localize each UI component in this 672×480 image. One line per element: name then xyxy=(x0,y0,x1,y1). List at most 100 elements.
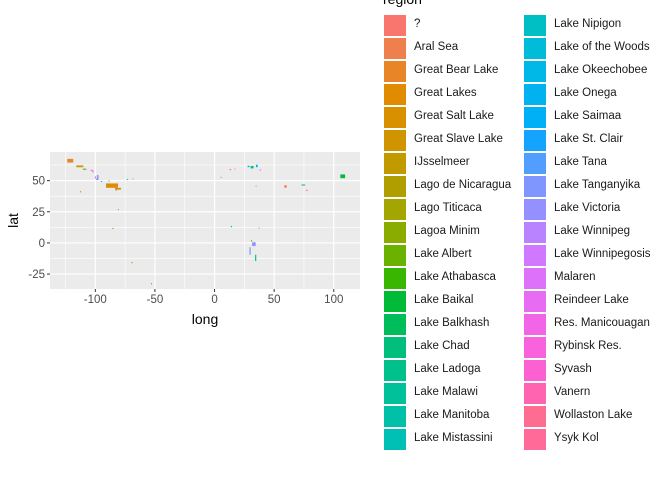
legend-item: Great Bear Lake xyxy=(384,61,534,84)
lake-great-lakes xyxy=(106,183,118,188)
legend-item: Ysyk Kol xyxy=(524,429,672,452)
legend-key xyxy=(384,176,406,198)
legend-label: Lake St. Clair xyxy=(554,133,624,145)
legend-item: Vanern xyxy=(524,383,672,406)
lake-res-manicouagan xyxy=(132,178,134,180)
legend-key xyxy=(384,15,406,37)
legend-item: Lake Malawi xyxy=(384,383,534,406)
legend-key xyxy=(524,222,546,244)
legend-item: Reindeer Lake xyxy=(524,291,672,314)
lake-wollaston-lake xyxy=(90,169,92,171)
legend-key xyxy=(384,153,406,175)
lake-lake-nipigon xyxy=(108,180,110,182)
legend-label: Aral Sea xyxy=(414,41,459,53)
legend-label: Syvash xyxy=(554,363,592,375)
legend-item: Lake Baikal xyxy=(384,291,534,314)
lake-aral-sea xyxy=(284,185,287,188)
legend-label: Rybinsk Res. xyxy=(554,340,622,352)
legend-label: Lake Baikal xyxy=(414,294,474,306)
legend-item: Rybinsk Res. xyxy=(524,337,672,360)
legend-key xyxy=(384,268,406,290)
lake-lake-onega xyxy=(255,164,258,168)
legend-item: Lake of the Woods xyxy=(524,38,672,61)
legend-key xyxy=(384,291,406,313)
legend-item: ? xyxy=(384,15,534,38)
x-tick-label: 0 xyxy=(211,294,217,306)
legend-item: Lake Nipigon xyxy=(524,15,672,38)
legend-key xyxy=(524,291,546,313)
legend-label: IJsselmeer xyxy=(414,156,470,168)
lake-lake-saimaa xyxy=(247,165,250,168)
lake-lake-malawi xyxy=(255,254,257,261)
legend-item: Lake Tana xyxy=(524,153,672,176)
legend-label: Lake Okeechobee xyxy=(554,64,648,76)
legend-item: Lake Winnipegosis xyxy=(524,245,672,268)
legend-label: Lake Nipigon xyxy=(554,18,622,30)
legend-label: Lake of the Woods xyxy=(554,41,650,53)
legend-item: Lake Manitoba xyxy=(384,406,534,429)
lake-ijsselmeer xyxy=(220,176,222,178)
legend-item: Lake Winnipeg xyxy=(524,222,672,245)
legend-label: Lake Tana xyxy=(554,156,607,168)
legend-key xyxy=(524,38,546,60)
lake-lake-tanganyika xyxy=(249,247,251,255)
legend-label: Res. Manicouagan xyxy=(554,317,650,329)
lake-reindeer-lake xyxy=(92,170,94,173)
legend-key xyxy=(524,383,546,405)
lake-ysyk-kol xyxy=(305,189,308,191)
legend-item: Lake St. Clair xyxy=(524,130,672,153)
legend-key xyxy=(384,314,406,336)
lake-lake-winnipegosis xyxy=(94,176,96,179)
y-tick-label: 0 xyxy=(39,238,45,250)
legend-item: Lake Ladoga xyxy=(384,360,534,383)
y-tick-label: -25 xyxy=(28,269,45,281)
legend-key xyxy=(524,268,546,290)
legend-item: Res. Manicouagan xyxy=(524,314,672,337)
legend-key xyxy=(384,61,406,83)
legend-label: Great Salt Lake xyxy=(414,110,494,122)
legend-label: Great Lakes xyxy=(414,87,477,99)
lake-lake-chad xyxy=(230,225,233,228)
lake-lagoa-minim xyxy=(150,283,152,285)
legend-label: Great Bear Lake xyxy=(414,64,499,76)
legend-key xyxy=(384,84,406,106)
legend-item: IJsselmeer xyxy=(384,153,534,176)
lake-lake-ladoga xyxy=(250,165,254,169)
legend-item: Lake Mistassini xyxy=(384,429,534,452)
legend-label: Lake Mistassini xyxy=(414,432,493,444)
legend-item: Lake Balkhash xyxy=(384,314,534,337)
legend-key xyxy=(524,406,546,428)
legend-item: Syvash xyxy=(524,360,672,383)
legend-label: Vanern xyxy=(554,386,591,398)
legend-item: Great Slave Lake xyxy=(384,130,534,153)
legend-item: Malaren xyxy=(524,268,672,291)
lake-great-lakes xyxy=(114,187,121,190)
legend-label: Lake Saimaa xyxy=(554,110,622,122)
x-axis-label: long xyxy=(192,311,218,327)
legend-key xyxy=(524,429,546,451)
legend-key xyxy=(384,337,406,359)
legend-key xyxy=(384,107,406,129)
legend-key xyxy=(524,61,546,83)
legend-key xyxy=(524,337,546,359)
legend-key xyxy=(524,130,546,152)
legend-label: Reindeer Lake xyxy=(554,294,629,306)
lake-lake-mistassini xyxy=(126,178,129,180)
legend-key xyxy=(524,15,546,37)
legend-key xyxy=(524,245,546,267)
lake-lago-titicaca xyxy=(131,261,133,264)
x-tick-label: 100 xyxy=(324,294,343,306)
lake-lake-victoria xyxy=(252,242,256,247)
lake-lago-de-nicaragua xyxy=(112,227,114,229)
legend-label: Lake Tanganyika xyxy=(554,179,641,191)
legend-label: Lake Chad xyxy=(414,340,470,352)
legend-key xyxy=(524,153,546,175)
legend-item: Lagoa Minim xyxy=(384,222,534,245)
lake-lake-balkhash xyxy=(301,184,306,186)
lake-lake-of-the-woods xyxy=(100,181,103,183)
x-tick-label: 50 xyxy=(268,294,281,306)
lake-lake-albert xyxy=(251,240,253,242)
legend-item: Great Salt Lake xyxy=(384,107,534,130)
lake-polygons xyxy=(67,158,346,285)
